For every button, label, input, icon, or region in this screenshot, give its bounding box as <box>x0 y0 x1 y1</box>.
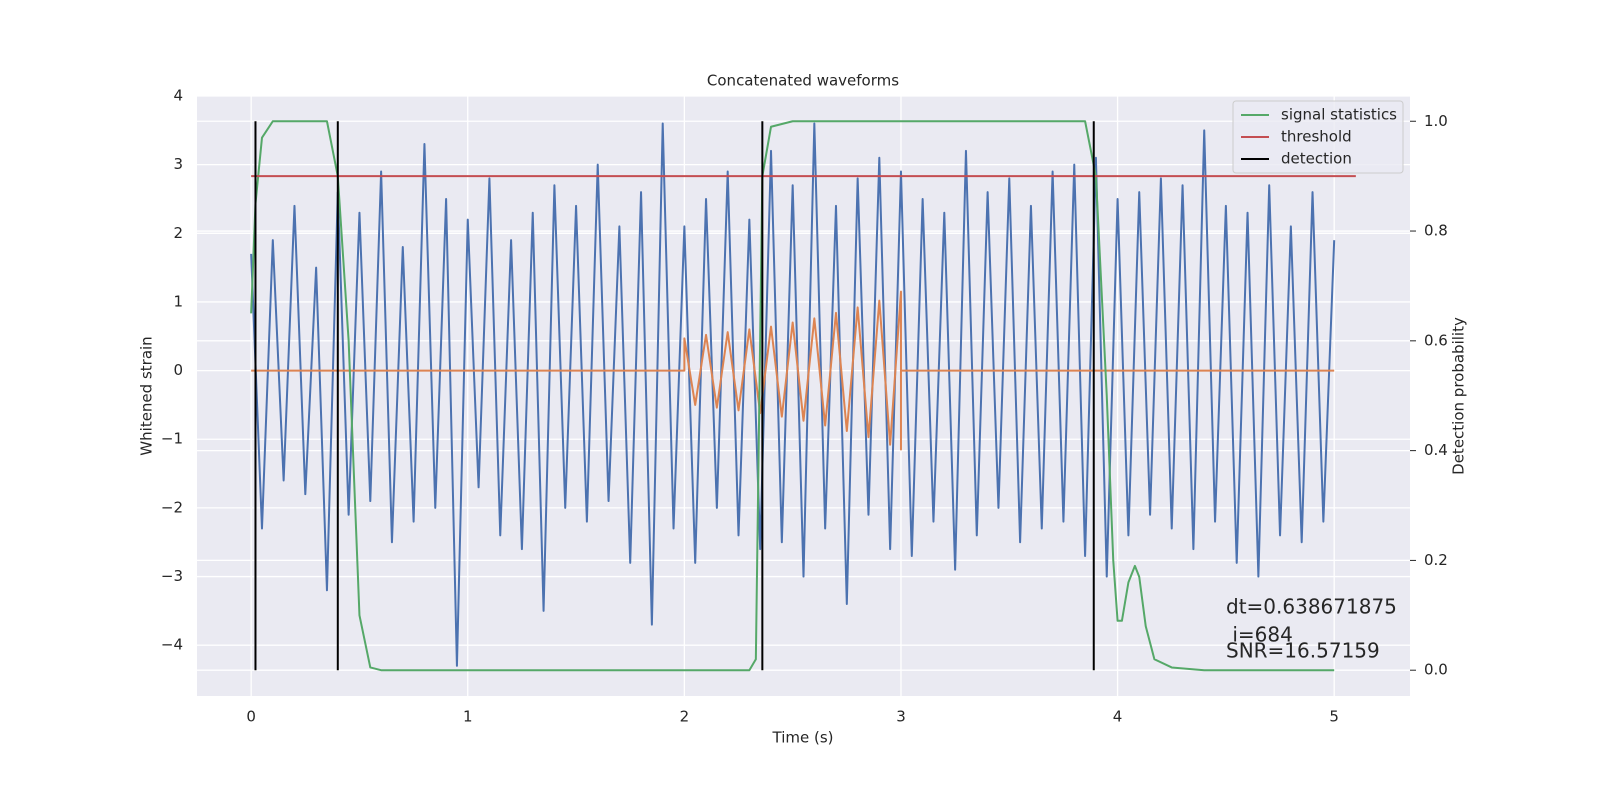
y-tick-label: 0 <box>173 361 183 379</box>
y2-tick-label: 0.0 <box>1424 661 1448 679</box>
annotation: i=684 <box>1226 623 1293 647</box>
y-tick-label: −3 <box>161 567 183 585</box>
legend-label: threshold <box>1281 128 1352 146</box>
x-tick-label: 5 <box>1329 708 1339 726</box>
y-tick-label: 2 <box>173 224 183 242</box>
plot-area <box>197 96 1410 696</box>
y-tick-label: 1 <box>173 292 183 310</box>
x-tick-label: 2 <box>680 708 690 726</box>
y2-tick-label: 0.4 <box>1424 441 1448 459</box>
y-tick-label: −1 <box>161 430 183 448</box>
y2-tick-label: 1.0 <box>1424 112 1448 130</box>
y-tick-label: −2 <box>161 498 183 516</box>
y-tick-label: −4 <box>161 636 183 654</box>
y-tick-label: 4 <box>173 87 183 105</box>
x-tick-label: 1 <box>463 708 473 726</box>
series-line <box>250 120 1335 672</box>
y2-tick-label: 0.6 <box>1424 331 1448 349</box>
y2-tick-label: 0.2 <box>1424 551 1448 569</box>
y-axis-label: Whitened strain <box>138 336 156 455</box>
x-tick-label: 0 <box>246 708 256 726</box>
chart-title: Concatenated waveforms <box>707 72 899 90</box>
annotation: dt=0.638671875 <box>1226 595 1397 619</box>
x-tick-label: 3 <box>896 708 906 726</box>
legend-box <box>1232 100 1404 174</box>
annotation: SNR=16.57159 <box>1226 639 1380 663</box>
y2-tick-label: 0.8 <box>1424 222 1448 240</box>
series-line <box>251 290 1335 451</box>
x-axis-label: Time (s) <box>772 729 834 747</box>
legend-label: signal statistics <box>1281 106 1397 124</box>
x-tick-label: 4 <box>1113 708 1123 726</box>
series-line <box>250 122 1336 667</box>
legend-label: detection <box>1281 150 1352 168</box>
y-tick-label: 3 <box>173 155 183 173</box>
y2-axis-label: Detection probability <box>1450 317 1468 475</box>
